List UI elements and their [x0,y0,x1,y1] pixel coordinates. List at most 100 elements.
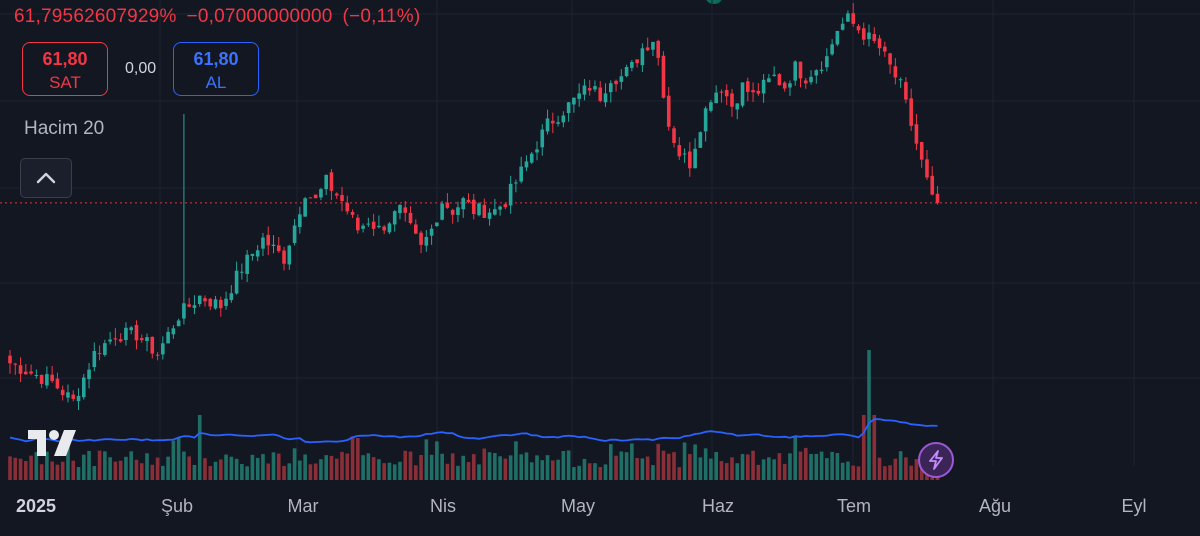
volume-bar [514,441,518,480]
volume-bar [688,454,692,480]
volume-bar [161,465,165,480]
volume-bar [261,454,265,480]
candle-body [340,195,344,201]
top-edge-marker [706,0,722,4]
candle-body [830,44,834,55]
volume-bar [66,442,70,480]
volume-bar [8,456,12,480]
candle-body [798,61,803,79]
volume-bar [124,456,128,480]
volume-bar [429,454,434,480]
volume-bar [640,458,645,480]
candle-body [329,172,334,191]
candle-body [466,199,471,203]
volume-bar [276,453,281,480]
time-label-sep: Eyl [1121,496,1147,516]
volume-bar [245,466,249,480]
candle-body [624,66,629,77]
volume-bar [846,461,850,480]
volume-bar [113,461,118,480]
candle-body [435,222,439,226]
volume-bar [271,452,276,480]
header-values: 61,79562607929% −0,07000000000 (−0,11%) [14,6,430,28]
candle-body [266,234,271,246]
lightning-button[interactable] [918,442,954,478]
candle-body [66,392,70,398]
volume-bar [487,452,492,480]
candle-body [87,369,91,380]
candle-body [635,59,639,64]
sell-button[interactable]: 61,80 SAT [22,42,108,96]
candle-body [498,206,502,210]
candle-body [756,90,761,94]
volume-bar [782,463,787,480]
volume-bar [81,454,86,480]
candle-body [846,13,850,22]
candle-body [345,202,350,212]
volume-bar [329,455,334,480]
candle-body [735,103,740,110]
volume-bar [129,451,134,480]
volume-bar [603,464,608,480]
volume-bar [693,444,697,480]
volume-bar [97,450,102,480]
volume-bar [34,452,39,480]
change-pct: (−0,11%) [342,6,421,27]
candle-body [197,295,202,305]
volume-bar [651,465,655,480]
candle-body [29,371,33,374]
volume-bar [13,457,18,480]
candle-body [356,217,360,231]
candle-body [693,148,697,169]
buy-price: 61,80 [193,49,239,69]
candle-body [413,224,418,234]
candle-body [788,83,792,88]
volume-bar [861,415,866,480]
candle-body [113,338,118,340]
candle-body [203,298,207,302]
candle-body [292,225,297,243]
candle-body [730,93,734,107]
candle-body [651,42,655,50]
candle-body [772,74,776,76]
volume-bar [403,450,408,480]
volume-bar [740,454,745,480]
candle-body [429,228,434,236]
volume-bar [155,457,160,480]
candle-body [166,331,170,344]
candle-body [883,46,887,52]
time-axis[interactable]: 2025 Şub Mar Nis May Haz Tem Ağu Eyl [0,482,1200,536]
candle-body [92,351,97,368]
candle-body [603,93,608,103]
buy-button[interactable]: 61,80 AL [173,42,259,96]
candle-body [551,120,555,124]
volume-bar [503,458,508,480]
volume-bar [551,460,555,480]
volume-bar [540,460,545,480]
volume-bar [888,465,892,480]
candle-body [450,209,455,215]
volume-indicator-label[interactable]: Hacim 20 [24,118,105,139]
change-abs: −0,07000000000 [186,6,333,27]
candle-body [925,159,929,178]
collapse-button[interactable] [20,158,72,198]
volume-bar [356,437,360,480]
volume-bar [55,464,60,480]
candle-body [825,56,829,68]
candle-body [514,182,518,184]
volume-bar [608,444,613,480]
candle-body [577,93,581,99]
candle-body [261,237,265,249]
candle-body [598,87,603,101]
volume-bar [176,437,181,480]
time-label-2025: 2025 [15,496,57,516]
candle-body [572,97,576,105]
candle-body [582,85,587,95]
candle-body [645,47,650,51]
candle-body [245,254,249,274]
volume-bar [524,452,529,480]
candle-body [139,338,144,341]
candle-body [914,124,919,144]
volume-bar [566,450,571,480]
